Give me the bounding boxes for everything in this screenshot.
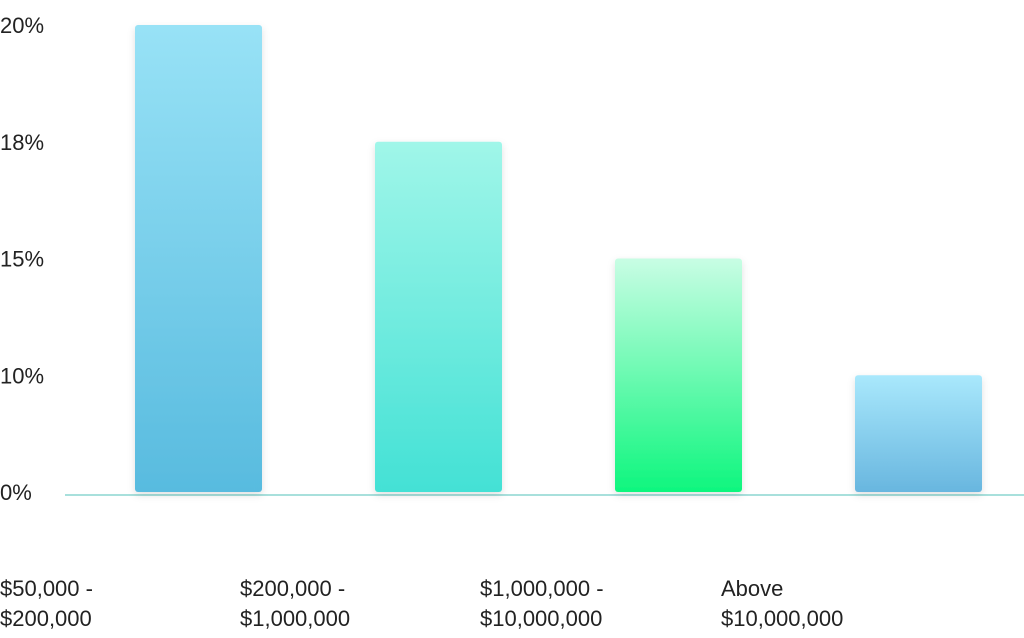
y-tick-label: 0% <box>0 480 32 505</box>
bar <box>375 141 502 492</box>
bar <box>135 25 262 492</box>
x-tick-label-line: $200,000 - <box>240 576 345 601</box>
x-tick-label-line: $1,000,000 <box>240 606 350 631</box>
y-tick-label: 20% <box>0 13 44 38</box>
x-tick-label: Above $10,000,000 <box>721 576 843 631</box>
bar <box>855 375 982 492</box>
y-tick-label: 15% <box>0 247 44 272</box>
x-tick-label-line: $10,000,000 <box>721 606 843 631</box>
x-tick-label-line: $200,000 <box>0 606 92 631</box>
x-tick-label: $200,000 - $1,000,000 <box>240 576 350 631</box>
x-tick-label-line: Above <box>721 576 783 601</box>
y-tick-label: 10% <box>0 363 44 388</box>
bar <box>615 258 742 492</box>
x-tick-label-line: $50,000 - <box>0 576 93 601</box>
x-tick-label: $1,000,000 - $10,000,000 <box>480 576 604 631</box>
x-tick-label: $50,000 - $200,000 <box>0 576 93 631</box>
x-tick-label-line: $1,000,000 - <box>480 576 604 601</box>
x-tick-label-line: $10,000,000 <box>480 606 602 631</box>
y-tick-label: 18% <box>0 130 44 155</box>
